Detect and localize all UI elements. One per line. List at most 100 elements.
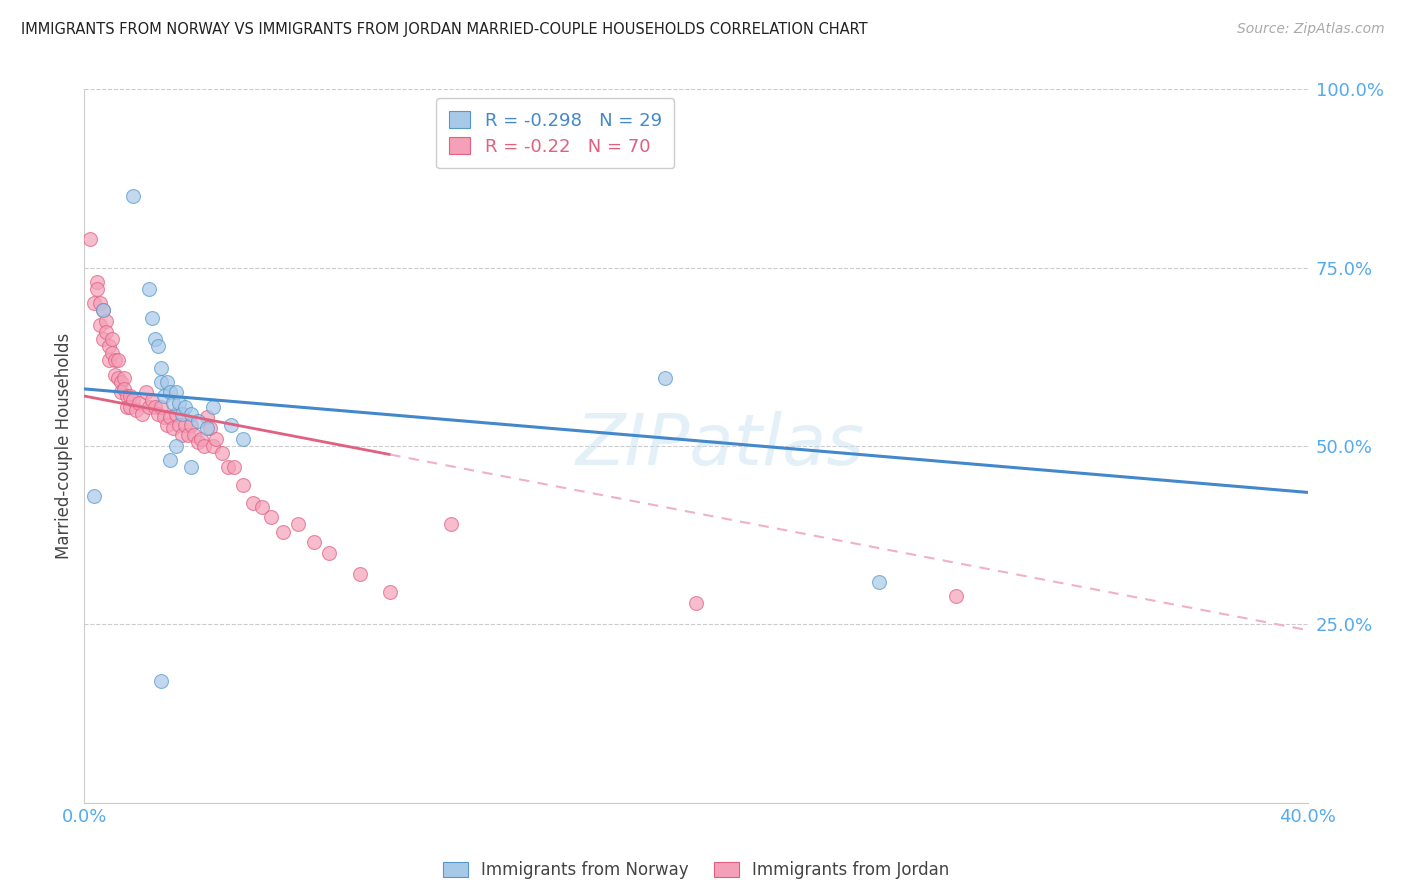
Point [101,332,124,346]
Point [186,414,208,428]
Point [211,446,233,460]
Point [380,585,402,599]
Y-axis label: Married-couple Households: Married-couple Households [55,333,73,559]
Point [271,524,294,539]
Point [122,189,145,203]
Point [94,314,117,328]
Point [201,439,224,453]
Point [107,353,129,368]
Point [349,567,371,582]
Point [94,325,117,339]
Point [159,410,181,425]
Point [195,410,218,425]
Point [440,517,463,532]
Point [83,489,105,503]
Point [232,478,254,492]
Point [120,389,142,403]
Point [167,417,190,432]
Point [143,400,166,414]
Point [242,496,264,510]
Point [141,392,163,407]
Point [219,417,242,432]
Point [143,332,166,346]
Point [149,400,172,414]
Point [685,596,707,610]
Point [195,421,218,435]
Point [193,439,215,453]
Point [131,407,153,421]
Point [232,432,254,446]
Point [174,417,197,432]
Point [198,421,221,435]
Point [135,385,157,400]
Point [120,400,142,414]
Point [107,371,129,385]
Point [141,310,163,325]
Point [149,674,172,689]
Point [869,574,891,589]
Point [91,332,114,346]
Point [165,407,187,421]
Legend: Immigrants from Norway, Immigrants from Jordan: Immigrants from Norway, Immigrants from … [434,853,957,888]
Point [86,275,108,289]
Point [302,535,325,549]
Point [83,296,105,310]
Point [260,510,283,524]
Text: ZIPatlas: ZIPatlas [576,411,865,481]
Point [110,385,132,400]
Point [172,407,194,421]
Point [165,439,187,453]
Point [250,500,273,514]
Point [97,353,120,368]
Point [167,396,190,410]
Point [122,392,145,407]
Point [115,389,138,403]
Point [180,460,202,475]
Point [217,460,239,475]
Point [318,546,340,560]
Point [174,400,197,414]
Point [86,282,108,296]
Point [91,303,114,318]
Point [149,360,172,375]
Point [159,385,181,400]
Point [180,407,202,421]
Point [162,421,184,435]
Text: Source: ZipAtlas.com: Source: ZipAtlas.com [1237,22,1385,37]
Point [89,318,111,332]
Text: IMMIGRANTS FROM NORWAY VS IMMIGRANTS FROM JORDAN MARRIED-COUPLE HOUSEHOLDS CORRE: IMMIGRANTS FROM NORWAY VS IMMIGRANTS FRO… [21,22,868,37]
Point [183,428,205,442]
Point [177,428,200,442]
Point [190,432,212,446]
Point [205,432,228,446]
Point [101,346,124,360]
Point [97,339,120,353]
Point [128,396,150,410]
Point [110,375,132,389]
Point [162,396,184,410]
Point [112,371,135,385]
Point [91,303,114,318]
Point [180,417,202,432]
Point [104,368,127,382]
Point [138,282,160,296]
Point [89,296,111,310]
Point [115,400,138,414]
Point [153,389,176,403]
Point [112,382,135,396]
Point [165,385,187,400]
Point [138,400,160,414]
Point [654,371,676,385]
Point [146,339,169,353]
Point [146,407,169,421]
Point [125,403,148,417]
Point [79,232,101,246]
Point [172,428,194,442]
Point [156,417,179,432]
Point [156,375,179,389]
Point [153,410,176,425]
Point [201,400,224,414]
Point [104,353,127,368]
Point [287,517,309,532]
Point [159,453,181,467]
